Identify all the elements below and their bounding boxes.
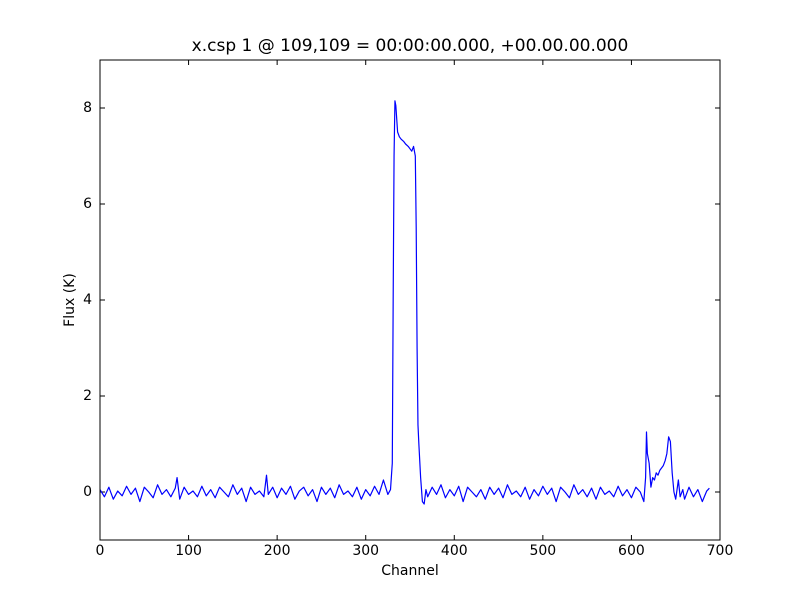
x-tick-label: 600 (618, 543, 645, 559)
y-tick-label: 4 (83, 292, 92, 308)
chart-title: x.csp 1 @ 109,109 = 00:00:00.000, +00.00… (192, 36, 629, 56)
y-axis-label: Flux (K) (62, 273, 78, 327)
x-tick-label: 500 (529, 543, 556, 559)
x-tick-label: 200 (264, 543, 291, 559)
x-tick-label: 100 (175, 543, 202, 559)
x-tick-label: 0 (96, 543, 105, 559)
x-tick-label: 400 (441, 543, 468, 559)
x-tick-label: 300 (352, 543, 379, 559)
y-tick-label: 2 (83, 388, 92, 404)
y-tick-label: 8 (83, 100, 92, 116)
x-axis-label: Channel (381, 563, 438, 579)
data-line (100, 100, 710, 505)
y-tick-label: 0 (83, 484, 92, 500)
plot-frame (99, 59, 721, 541)
y-tick-label: 6 (83, 196, 92, 212)
x-tick-label: 700 (707, 543, 734, 559)
